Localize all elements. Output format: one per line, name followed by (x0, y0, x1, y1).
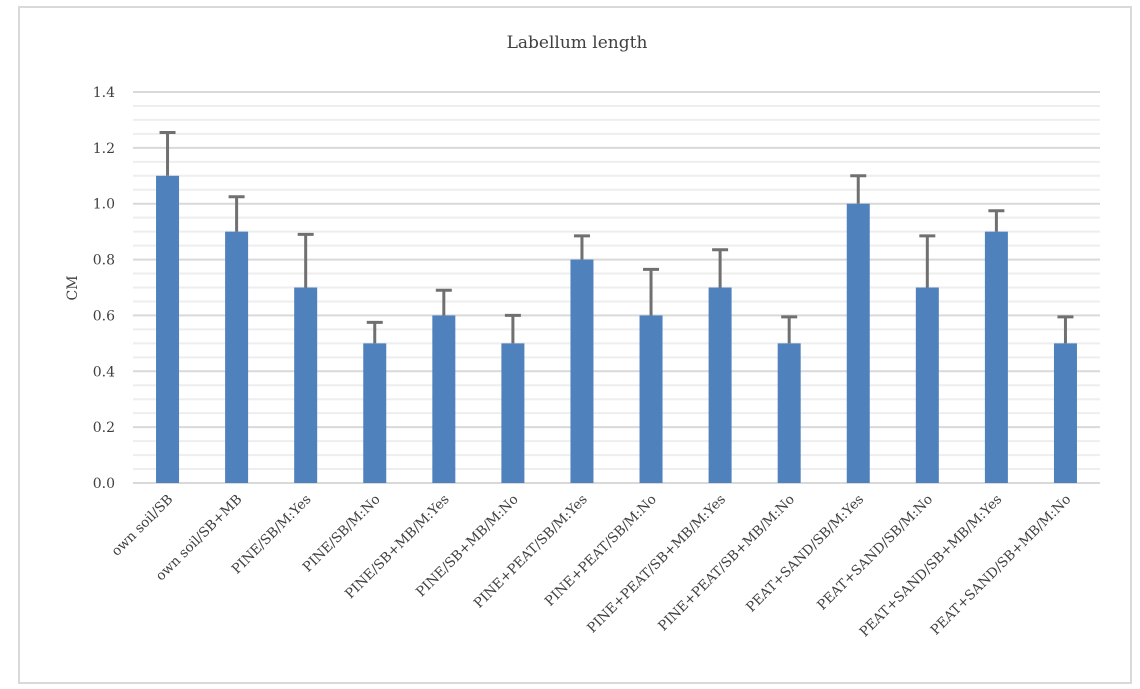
y-tick-label: 1.2 (93, 141, 115, 157)
gridlines (133, 91, 1100, 484)
bar (225, 231, 249, 483)
x-tick-label: PINE+PEAT/SB+MB/M:Yes (584, 491, 729, 636)
bar (639, 315, 663, 483)
bar (363, 343, 387, 483)
x-tick-label: PEAT+SAND/SB/M:Yes (743, 491, 867, 615)
bar (294, 287, 318, 483)
error-bars (159, 130, 1074, 344)
y-tick-label: 1.0 (93, 197, 115, 213)
bar (156, 175, 180, 484)
bar (846, 203, 870, 483)
bar (501, 343, 525, 483)
bar (915, 287, 939, 483)
x-tick-label: own soil/SB (108, 491, 176, 559)
bar (432, 315, 456, 483)
x-tick-label: PEAT+SAND/SB+MB/M:Yes (857, 491, 1006, 640)
bar (708, 287, 732, 483)
y-tick-label: 1.4 (93, 85, 115, 101)
x-tick-label: PINE+PEAT/SB/M:No (542, 492, 660, 610)
bar (1053, 343, 1077, 483)
x-tick-label: PEAT+SAND/SB/M:No (814, 492, 936, 614)
y-axis-label: CM (65, 275, 81, 300)
x-tick-label: PEAT+SAND/SB+MB/M:No (928, 492, 1075, 639)
x-tick-label: PINE+PEAT/SB+MB/M:No (655, 492, 798, 635)
y-tick-label: 0.6 (93, 308, 115, 324)
x-tick-label: PINE+PEAT/SB/M:Yes (471, 491, 591, 611)
bar (570, 259, 594, 483)
y-tick-label: 0.2 (93, 420, 115, 436)
chart-title: Labellum length (507, 33, 648, 53)
bar (984, 231, 1008, 483)
y-tick-labels: 0.0 0.2 0.4 0.6 0.8 1.0 1.2 1.4 (93, 85, 115, 492)
y-tick-label: 0.8 (93, 253, 115, 269)
bar (777, 343, 801, 483)
y-tick-label: 0.4 (93, 364, 115, 380)
y-tick-label: 0.0 (93, 476, 115, 492)
bars (156, 175, 1077, 484)
